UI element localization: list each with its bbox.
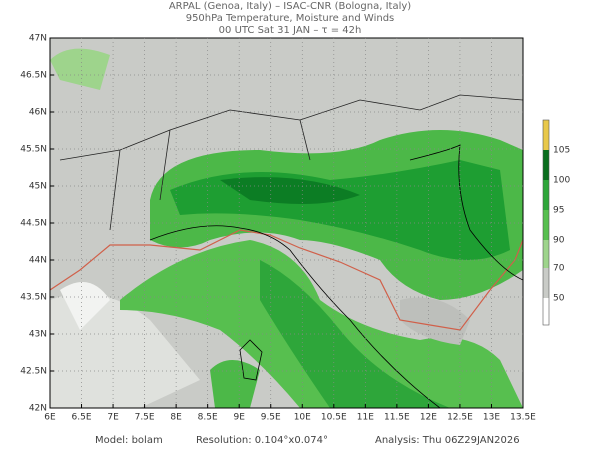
colorbar-label: 50 [553, 294, 565, 304]
lat-label: 44N [29, 256, 47, 266]
lon-label: 8.5E [198, 413, 218, 423]
header-line: 00 UTC Sat 31 JAN – τ = 42h [219, 25, 362, 36]
footer-analysis: Analysis: Thu 06Z29JAN2026 [375, 435, 520, 446]
lon-label: 12.5E [447, 413, 473, 423]
lon-label: 13.5E [510, 413, 536, 423]
lon-label: 10.5E [321, 413, 347, 423]
lat-label: 43N [29, 330, 47, 340]
header-line: 950hPa Temperature, Moisture and Winds [186, 13, 395, 24]
lat-label: 44.5N [20, 219, 47, 229]
lat-label: 43.5N [20, 293, 47, 303]
lon-label: 11E [357, 413, 374, 423]
lon-label: 9E [233, 413, 245, 423]
colorbar-label: 70 [553, 264, 565, 274]
colorbar-label: 100 [553, 176, 570, 186]
lon-label: 6.5E [72, 413, 92, 423]
colorbar [542, 119, 550, 326]
lon-label: 12E [420, 413, 437, 423]
colorbar-label: 90 [553, 236, 565, 246]
header-line: ARPAL (Genoa, Italy) – ISAC-CNR (Bologna… [169, 1, 411, 12]
lon-label: 6E [44, 413, 56, 423]
lat-label: 46N [29, 108, 47, 118]
lon-label: 7E [107, 413, 119, 423]
footer-model: Model: bolam [95, 435, 163, 446]
lat-label: 46.5N [20, 71, 47, 81]
lon-label: 8E [170, 413, 182, 423]
lon-label: 10E [294, 413, 311, 423]
lat-label: 45.5N [20, 145, 47, 155]
lon-label: 7.5E [135, 413, 155, 423]
lon-label: 11.5E [384, 413, 410, 423]
lon-label: 9.5E [261, 413, 281, 423]
lat-label: 45N [29, 182, 47, 192]
colorbar-label: 105 [553, 146, 570, 156]
colorbar-label: 95 [553, 206, 564, 216]
lat-label: 42.5N [20, 367, 47, 377]
map [49, 37, 524, 409]
lon-label: 13E [483, 413, 500, 423]
lat-label: 42N [29, 404, 47, 414]
footer-resolution: Resolution: 0.104°x0.074° [196, 435, 328, 446]
lat-label: 47N [29, 34, 47, 44]
